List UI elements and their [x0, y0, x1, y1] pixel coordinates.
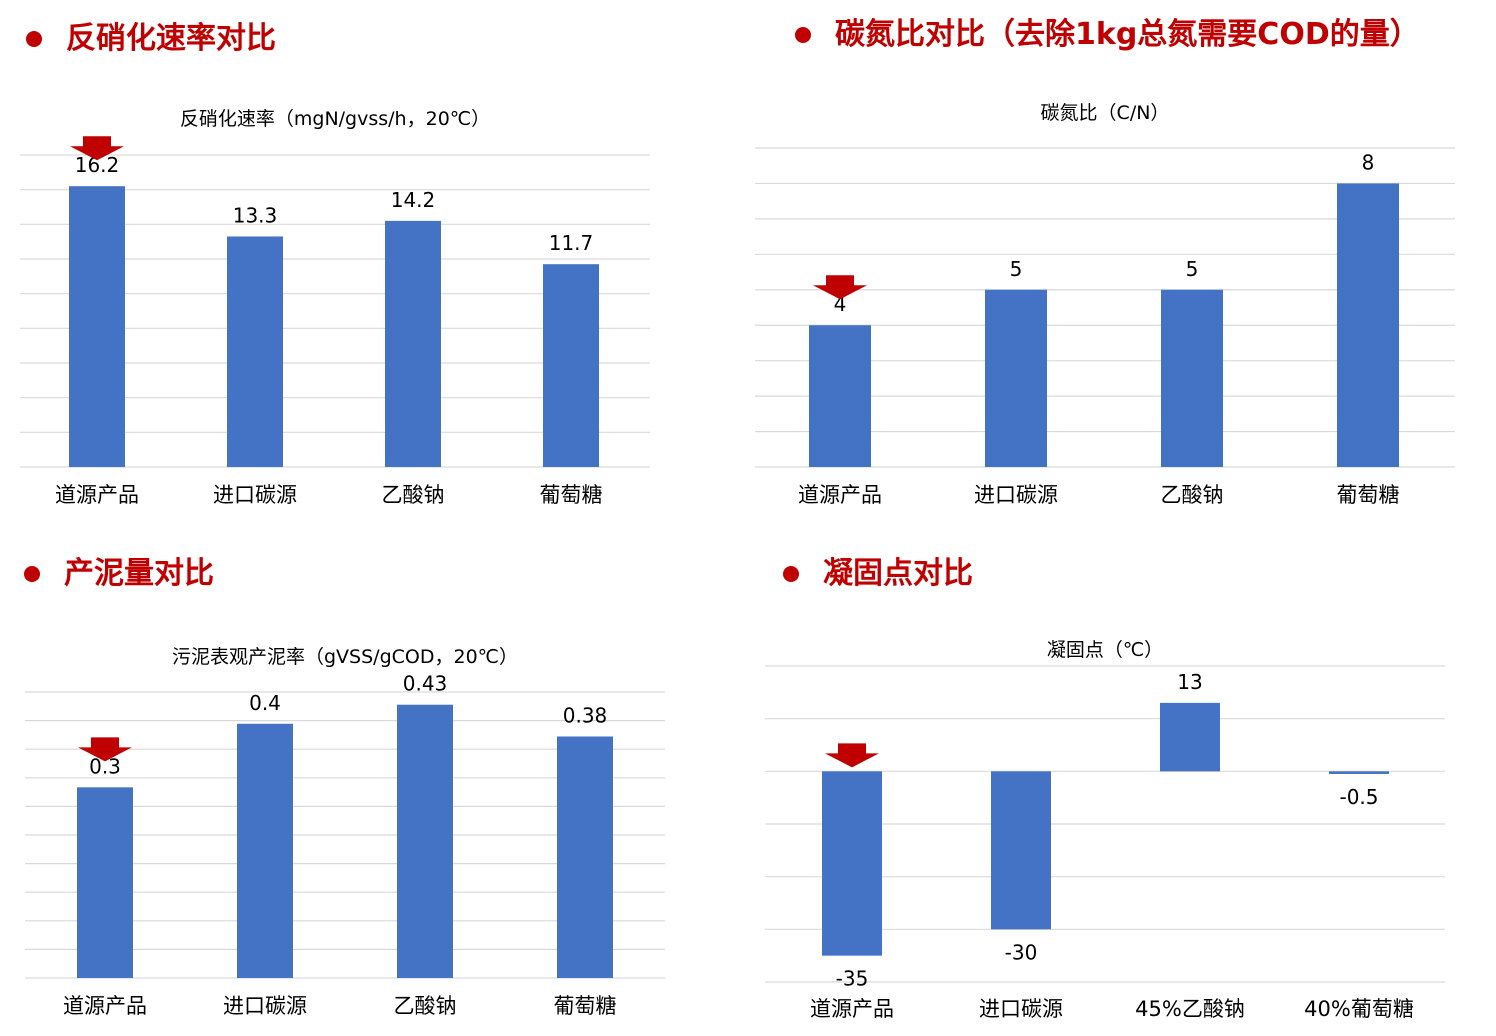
category-label: 道源产品 [63, 994, 147, 1018]
bar [227, 236, 283, 467]
bar [1337, 183, 1399, 467]
bullet-icon [783, 566, 799, 582]
data-label: 5 [1010, 257, 1023, 281]
category-label: 进口碳源 [974, 483, 1058, 507]
category-label: 45%乙酸钠 [1135, 997, 1245, 1021]
bar [397, 704, 453, 978]
bar [1161, 289, 1223, 467]
data-label: 14.2 [391, 188, 436, 212]
category-label: 道源产品 [798, 483, 882, 507]
bullet-icon [795, 27, 811, 43]
highlight-arrow-icon [70, 136, 124, 161]
bar [557, 736, 613, 978]
bar [69, 186, 125, 467]
category-label: 葡萄糖 [554, 994, 617, 1018]
section-heading: 产泥量对比 [64, 556, 214, 591]
bullet-icon [24, 566, 40, 582]
bar [822, 771, 882, 956]
category-label: 进口碳源 [979, 997, 1063, 1021]
bar [385, 220, 441, 467]
bar [1329, 771, 1389, 774]
data-label: 13 [1177, 670, 1202, 694]
data-label: 11.7 [549, 231, 594, 255]
chart-title: 反硝化速率（mgN/gvss/h，20℃） [180, 108, 490, 130]
highlight-arrow-icon [825, 743, 879, 768]
highlight-arrow-icon [813, 275, 867, 300]
data-label: 13.3 [233, 203, 278, 227]
data-label: 4 [834, 292, 847, 316]
category-label: 葡萄糖 [1337, 483, 1400, 507]
category-label: 乙酸钠 [382, 483, 445, 507]
bar [985, 289, 1047, 467]
data-label: 0.43 [403, 672, 448, 696]
bar [809, 325, 871, 467]
section-heading: 反硝化速率对比 [66, 21, 276, 56]
bar [237, 723, 293, 978]
data-label: -35 [836, 967, 869, 991]
data-label: 8 [1362, 150, 1375, 174]
section-heading: 碳氮比对比（去除1kg总氮需要COD的量） [835, 17, 1420, 52]
chart-title: 碳氮比（C/N） [1041, 102, 1170, 124]
section-heading: 凝固点对比 [823, 556, 973, 591]
category-label: 道源产品 [810, 997, 894, 1021]
data-label: 0.4 [249, 691, 281, 715]
bullet-icon [26, 31, 42, 47]
category-label: 40%葡萄糖 [1304, 997, 1414, 1021]
category-label: 进口碳源 [223, 994, 307, 1018]
category-label: 道源产品 [55, 483, 139, 507]
bar [77, 787, 133, 978]
data-label: -30 [1005, 940, 1038, 964]
data-label: -0.5 [1339, 785, 1378, 809]
category-label: 乙酸钠 [394, 994, 457, 1018]
highlight-arrow-icon [78, 737, 132, 762]
bar [543, 264, 599, 467]
category-label: 乙酸钠 [1161, 483, 1224, 507]
bar [991, 771, 1051, 930]
chart-title: 污泥表观产泥率（gVSS/gCOD，20℃） [172, 646, 518, 668]
chart-title: 凝固点（℃） [1047, 639, 1163, 661]
bar [1160, 702, 1220, 772]
data-label: 5 [1186, 257, 1199, 281]
data-label: 0.38 [563, 703, 608, 727]
category-label: 进口碳源 [213, 483, 297, 507]
category-label: 葡萄糖 [540, 483, 603, 507]
